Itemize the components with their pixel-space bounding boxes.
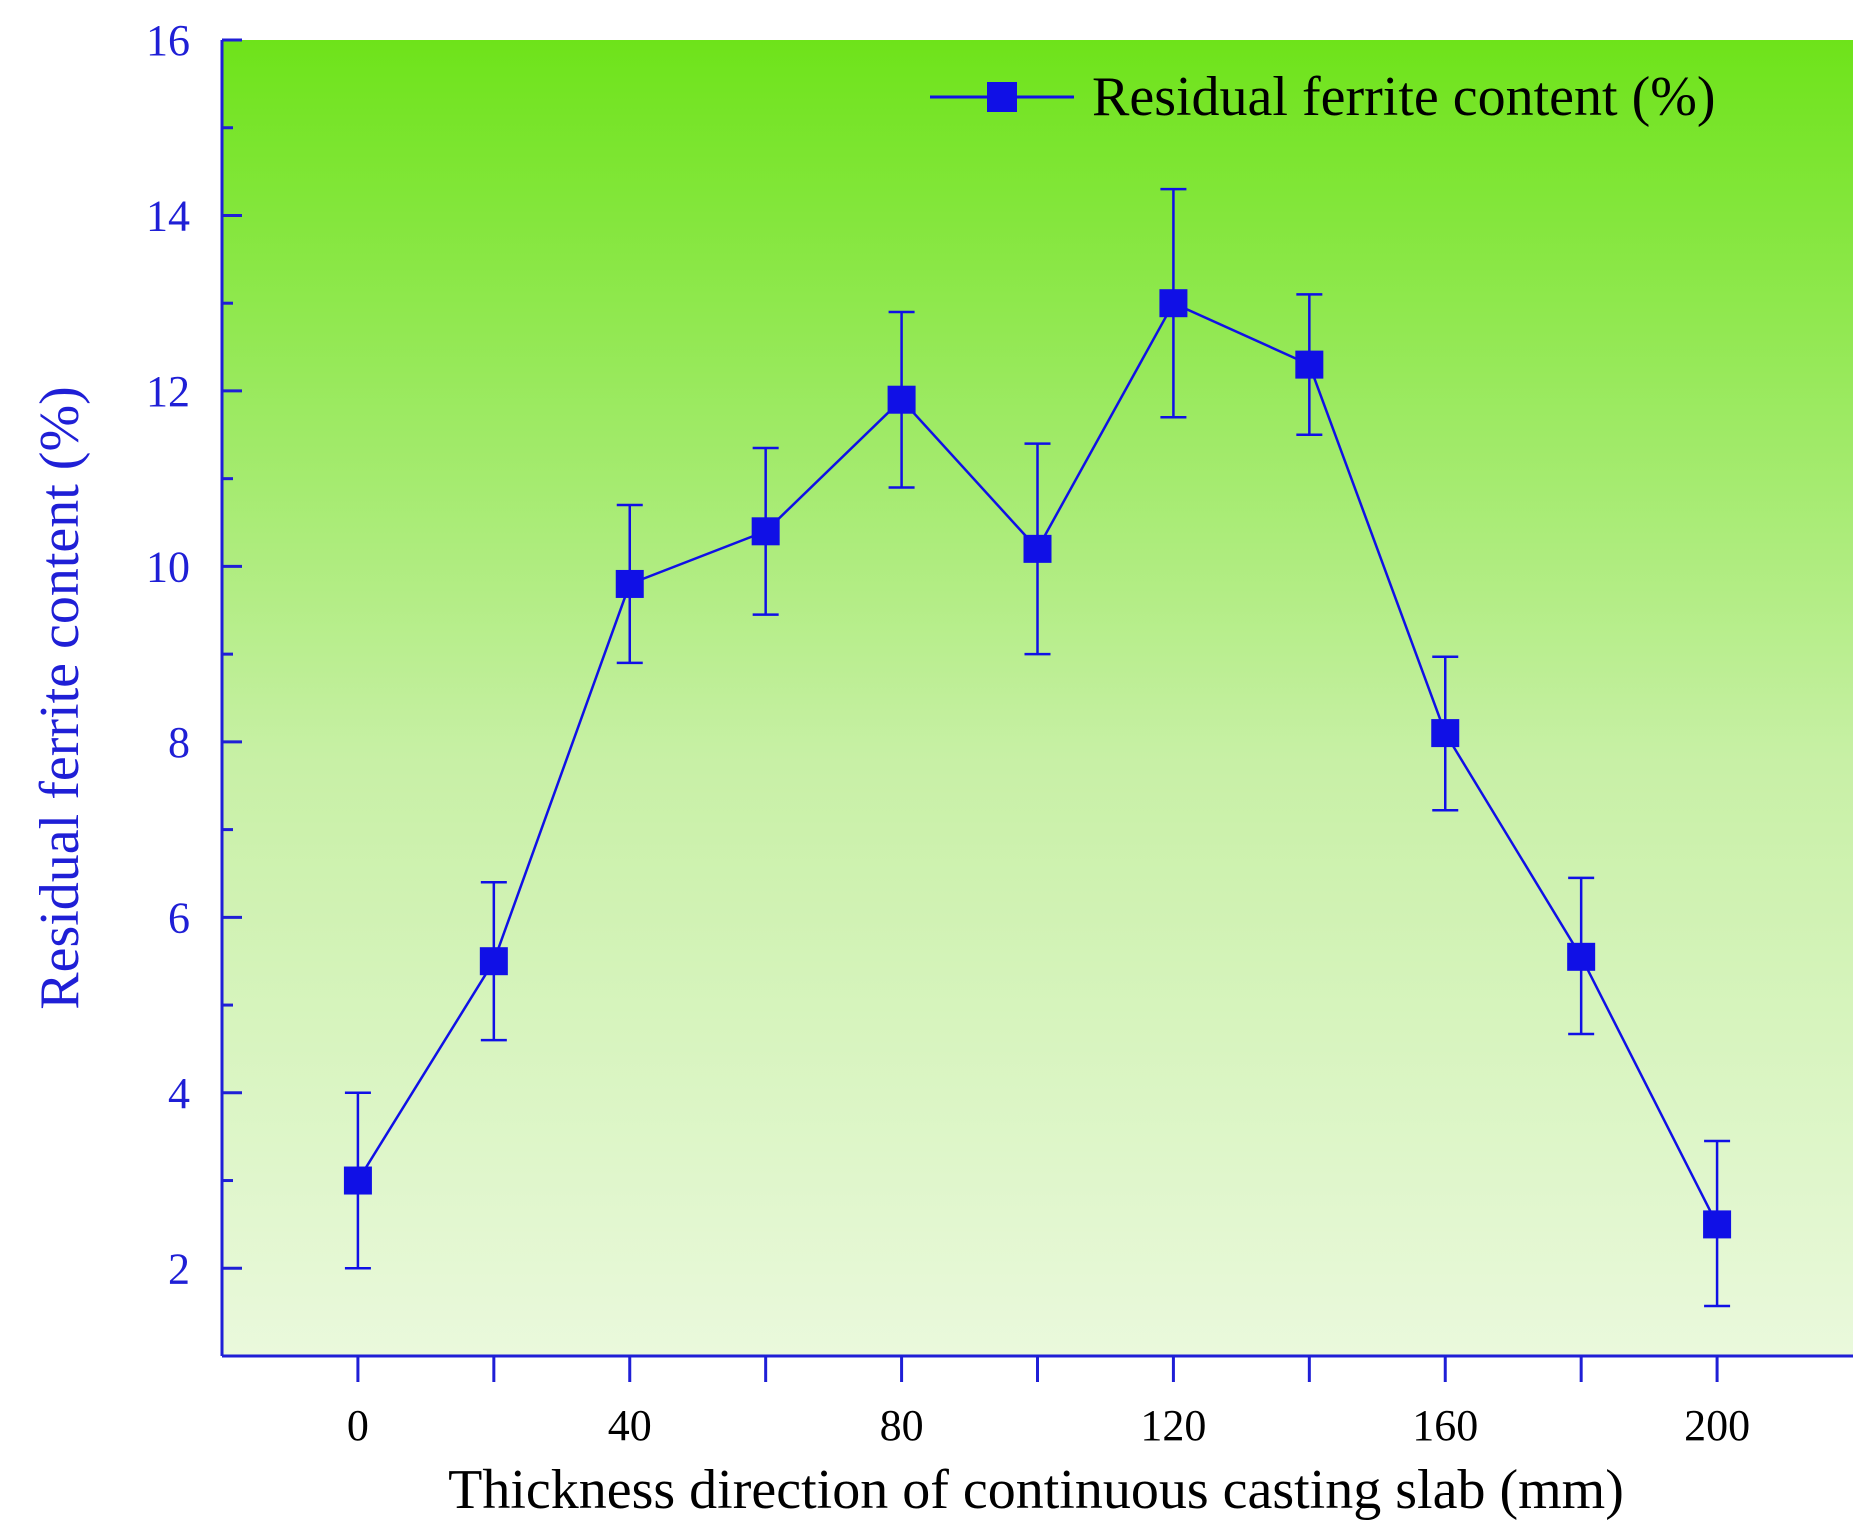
x-tick-label: 80	[880, 1401, 924, 1450]
y-tick-label: 10	[146, 542, 190, 591]
legend-marker	[987, 82, 1017, 112]
legend: Residual ferrite content (%)	[930, 66, 1716, 128]
data-point	[1023, 534, 1052, 563]
x-tick-label: 200	[1684, 1401, 1750, 1450]
y-tick-label: 4	[168, 1069, 190, 1118]
y-tick-label: 2	[168, 1244, 190, 1293]
y-tick-label: 16	[146, 16, 190, 65]
y-tick-label: 12	[146, 367, 190, 416]
data-point	[1567, 942, 1596, 971]
series-layer	[343, 187, 1732, 1308]
x-tick-label: 40	[608, 1401, 652, 1450]
data-point	[751, 517, 780, 546]
y-tick-label: 14	[146, 191, 190, 240]
y-tick-label: 8	[168, 718, 190, 767]
x-tick-label: 160	[1412, 1401, 1478, 1450]
data-point	[615, 569, 644, 598]
y-tick-label: 6	[168, 893, 190, 942]
data-point	[887, 385, 916, 414]
data-point	[1295, 350, 1324, 379]
data-point	[1431, 719, 1460, 748]
x-tick-label: 0	[347, 1401, 369, 1450]
x-axis-title: Thickness direction of continuous castin…	[448, 1459, 1624, 1521]
plot-background	[222, 40, 1853, 1356]
x-tick-label: 120	[1140, 1401, 1206, 1450]
legend-label: Residual ferrite content (%)	[1092, 66, 1716, 128]
data-point	[1703, 1210, 1732, 1239]
y-axis-title: Residual ferrite content (%)	[29, 386, 91, 1010]
data-point	[479, 947, 508, 976]
data-point	[1159, 289, 1188, 318]
data-point	[343, 1166, 372, 1195]
